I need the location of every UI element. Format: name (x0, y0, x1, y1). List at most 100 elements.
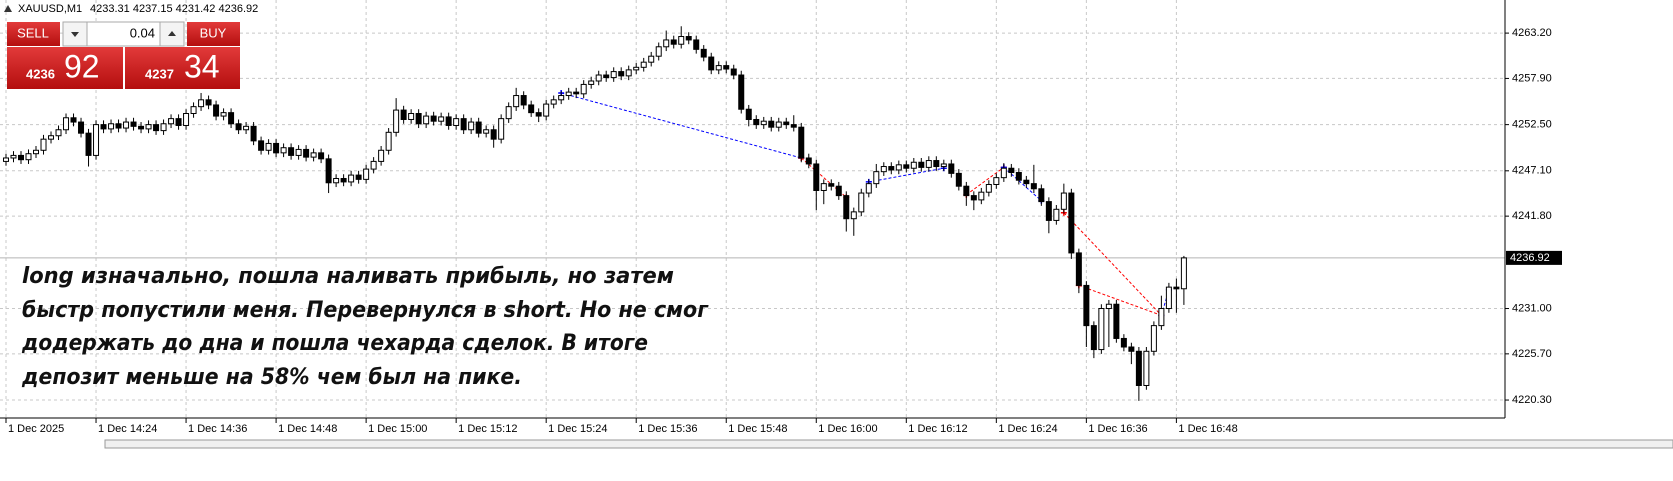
candle-body (280, 147, 287, 154)
candle-body (985, 183, 992, 193)
sell-button[interactable] (7, 22, 60, 46)
candle-body (873, 171, 880, 185)
candle-body (760, 120, 767, 126)
candle-body (790, 124, 797, 128)
y-tick-label: 4225.70 (1512, 348, 1552, 360)
candle-body (445, 116, 452, 126)
candle-body (730, 68, 737, 76)
candle-body (663, 39, 670, 48)
x-tick-label: 1 Dec 15:12 (458, 423, 517, 435)
lot-field[interactable] (86, 21, 161, 47)
candle-body (18, 154, 25, 161)
candle-body (910, 161, 917, 169)
candle-body (393, 109, 400, 133)
sell-price-box[interactable] (7, 47, 123, 89)
candle-body (940, 163, 947, 168)
collapse-icon[interactable] (4, 5, 12, 12)
candle-body (115, 123, 122, 129)
candle-body (865, 183, 872, 194)
candle-body (295, 148, 302, 156)
candle-body (678, 36, 685, 45)
candle-body (588, 80, 595, 85)
candle-body (963, 185, 970, 197)
candle-body (483, 129, 490, 134)
candle-body (933, 160, 940, 168)
candle-body (558, 95, 565, 101)
buy-price-box[interactable] (125, 47, 240, 89)
buy-button[interactable] (187, 22, 240, 46)
candle-body (123, 121, 130, 129)
candle-body (1053, 208, 1060, 221)
candle-body (550, 99, 557, 105)
chart-title: XAUUSD,M1 (18, 3, 82, 15)
candle-body (228, 112, 235, 125)
candle-body (573, 91, 580, 95)
candle-body (355, 174, 362, 180)
x-tick-label: 1 Dec 15:36 (638, 423, 697, 435)
x-tick-label: 1 Dec 14:48 (278, 423, 337, 435)
candle-layer (3, 26, 1187, 401)
candle-body (175, 118, 182, 126)
candle-body (768, 120, 775, 128)
candle-body (1038, 188, 1045, 203)
candle-body (693, 39, 700, 50)
candle-body (925, 160, 932, 168)
candle-body (160, 123, 167, 132)
candle-body (715, 65, 722, 71)
candle-body (603, 74, 610, 79)
candle-body (100, 124, 107, 130)
candle-body (535, 112, 542, 117)
candle-body (828, 183, 835, 187)
candle-body (1060, 192, 1067, 210)
candle-body (108, 123, 115, 130)
x-tick-label: 1 Dec 16:24 (998, 423, 1057, 435)
candle-body (78, 121, 85, 134)
trade-line (868, 167, 944, 183)
bid-label-box (1506, 250, 1562, 265)
candle-body (145, 124, 152, 130)
y-tick-label: 4231.00 (1512, 302, 1552, 314)
candle-body (843, 195, 850, 220)
candle-body (303, 148, 310, 158)
candle-body (1158, 308, 1165, 327)
candle-body (430, 115, 437, 122)
x-tick-label: 1 Dec 16:36 (1088, 423, 1147, 435)
candle-body (220, 112, 227, 117)
trade-line (1063, 212, 1162, 316)
candle-body (1045, 201, 1052, 221)
candle-body (33, 149, 40, 155)
candle-body (978, 191, 985, 201)
candle-body (475, 121, 482, 134)
x-tick-label: 1 Dec 14:36 (188, 423, 247, 435)
buy-label: BUY (200, 25, 227, 40)
candle-body (970, 195, 977, 201)
candle-body (918, 161, 925, 168)
candle-body (153, 124, 160, 132)
candle-body (325, 158, 332, 184)
annotation-line: депозит меньше на 58% чем был на пике. (21, 365, 522, 390)
candle-body (250, 125, 257, 142)
ask-pips: 34 (184, 48, 220, 84)
candle-body (775, 121, 782, 128)
candle-body (385, 131, 392, 151)
candle-body (348, 174, 355, 183)
bid-label: 4236.92 (1510, 252, 1550, 264)
candle-body (243, 125, 250, 131)
x-tick-label: 1 Dec 15:00 (368, 423, 427, 435)
candle-body (1128, 346, 1135, 352)
y-tick-label: 4257.90 (1512, 72, 1552, 84)
candle-body (318, 152, 325, 160)
candle-body (498, 118, 505, 140)
candle-body (48, 135, 55, 140)
candle-body (580, 83, 587, 95)
candle-body (723, 65, 730, 70)
candle-body (363, 168, 370, 180)
x-tick-label: 1 Dec 15:24 (548, 423, 607, 435)
candle-body (1083, 284, 1090, 327)
candle-body (745, 108, 752, 120)
candle-body (453, 118, 460, 126)
candle-body (1120, 337, 1127, 348)
candle-body (640, 61, 647, 68)
ask-big-figure: 4237 (145, 66, 174, 81)
